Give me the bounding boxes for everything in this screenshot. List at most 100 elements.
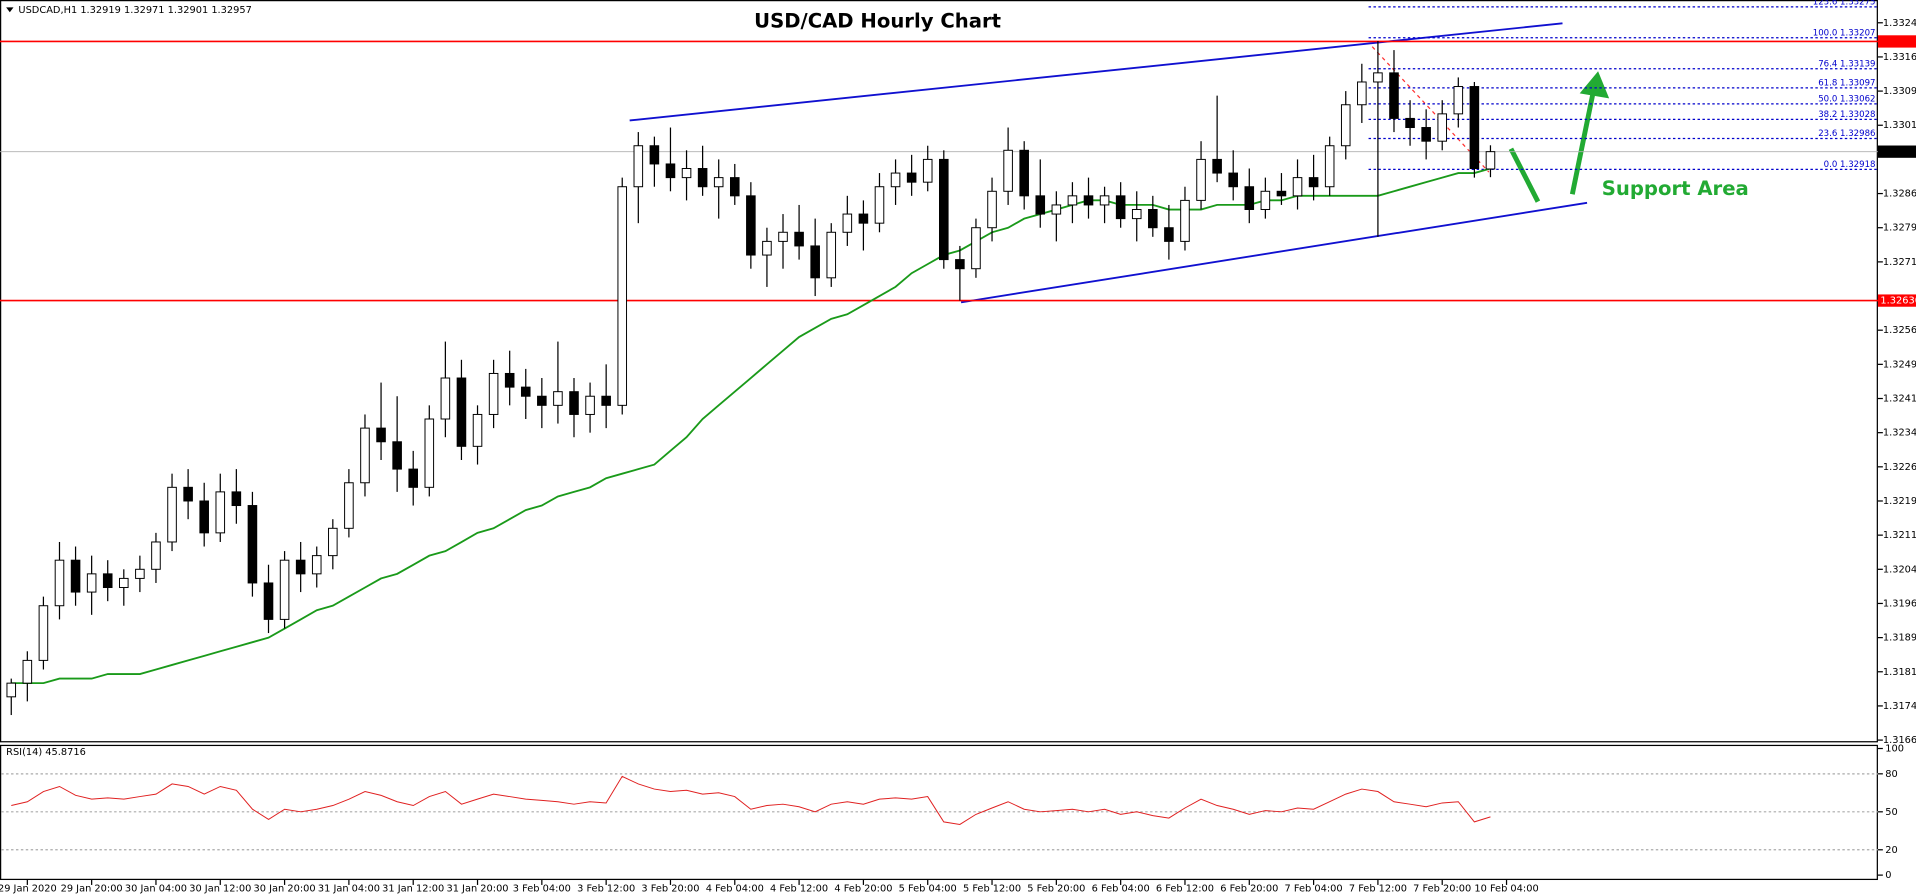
candle-body xyxy=(360,427,370,484)
candle-body xyxy=(778,231,788,242)
candle-body xyxy=(987,190,997,229)
candle-body xyxy=(392,441,402,470)
x-tick-label: 31 Jan 04:00 xyxy=(318,884,380,895)
chart-title: USD/CAD Hourly Chart xyxy=(754,10,1001,33)
fib-label: 61.8 1.33097 xyxy=(1818,78,1875,88)
candle-body xyxy=(1228,172,1238,188)
annotation: Support Area xyxy=(1602,177,1749,200)
candle-body xyxy=(472,413,483,447)
channel-upper xyxy=(629,22,1563,122)
candle-body xyxy=(1389,72,1399,119)
x-tick-label: 4 Feb 20:00 xyxy=(834,884,892,895)
candle-body xyxy=(1212,158,1222,174)
candle-body xyxy=(183,486,193,502)
x-tick-label: 7 Feb 12:00 xyxy=(1349,884,1407,895)
candle-body xyxy=(1373,72,1383,83)
candle-body xyxy=(488,372,499,415)
candle-body xyxy=(955,259,965,270)
candle-body xyxy=(1308,177,1319,188)
main-frame xyxy=(0,0,1878,743)
x-tick-label: 4 Feb 04:00 xyxy=(706,884,764,895)
candle-body xyxy=(939,158,949,261)
fib-label: 123.6 1.33275 xyxy=(1813,0,1876,7)
y-tick-label: 1.31965 xyxy=(1883,598,1916,609)
candle-body xyxy=(729,177,740,197)
x-tick-label: 29 Jan 2020 xyxy=(0,884,57,895)
x-tick-label: 7 Feb 04:00 xyxy=(1285,884,1343,895)
x-tick-label: 3 Feb 04:00 xyxy=(513,884,571,895)
candle-body xyxy=(1196,158,1206,201)
candle-body xyxy=(456,377,467,447)
candle-body xyxy=(810,245,820,279)
candle-body xyxy=(376,427,386,443)
candle-body xyxy=(794,231,804,247)
candle-body xyxy=(135,568,145,579)
header: USDCAD,H1 1.32919 1.32971 1.32901 1.3295… xyxy=(18,5,251,16)
x-tick-label: 3 Feb 20:00 xyxy=(641,884,699,895)
candle-body xyxy=(1324,145,1335,188)
level-box xyxy=(1877,35,1916,48)
x-tick-label: 3 Feb 12:00 xyxy=(577,884,635,895)
rsi-label: RSI(14) 45.8716 xyxy=(6,747,86,758)
y-tick-label: 1.32415 xyxy=(1883,394,1916,405)
candle-body xyxy=(713,177,724,188)
candle-body xyxy=(231,491,242,507)
candle-body xyxy=(1469,86,1480,170)
channel-lower xyxy=(960,201,1588,304)
x-tick-label: 6 Feb 04:00 xyxy=(1092,884,1150,895)
candle-body xyxy=(22,659,33,684)
candle-body xyxy=(279,559,290,620)
rsi-tick-label: 50 xyxy=(1885,807,1897,818)
candle-body xyxy=(681,168,692,179)
candle-body xyxy=(1485,151,1496,170)
candle-body xyxy=(1083,195,1094,206)
up-arrow xyxy=(1569,91,1596,195)
down-arrow xyxy=(1508,147,1541,203)
y-tick-label: 1.31665 xyxy=(1883,735,1916,746)
rsi-line xyxy=(11,775,1491,825)
candle-body xyxy=(1244,186,1255,210)
fib-label: 0.0 1.32918 xyxy=(1824,160,1876,170)
candle-body xyxy=(1115,195,1126,220)
candle-body xyxy=(86,573,97,593)
candle-body xyxy=(54,559,65,607)
candle-body xyxy=(167,486,177,543)
candle-body xyxy=(1035,195,1046,215)
candle-body xyxy=(263,582,274,620)
y-tick-label: 1.31890 xyxy=(1883,633,1916,644)
candle-body xyxy=(1067,195,1078,206)
header-icon xyxy=(6,7,14,13)
y-tick-label: 1.32115 xyxy=(1883,530,1916,541)
fib-label: 38.2 1.33028 xyxy=(1818,110,1875,120)
candle-body xyxy=(408,468,419,488)
candle-body xyxy=(504,372,515,388)
up-arrow-head xyxy=(1579,71,1610,99)
y-tick-label: 1.32565 xyxy=(1883,325,1916,336)
candle-body xyxy=(520,386,531,397)
candle-body xyxy=(617,186,628,406)
x-tick-label: 30 Jan 12:00 xyxy=(189,884,251,895)
level-box xyxy=(1877,294,1916,307)
y-tick-label: 1.32190 xyxy=(1883,496,1916,507)
candle-body xyxy=(553,391,563,406)
candle-body xyxy=(1453,86,1464,115)
candle-body xyxy=(906,172,917,183)
fib-label: 50.0 1.33062 xyxy=(1818,94,1875,104)
moving-average xyxy=(11,167,1491,685)
candle-body xyxy=(1340,104,1351,147)
candle-body xyxy=(1131,209,1142,220)
x-tick-label: 31 Jan 20:00 xyxy=(446,884,508,895)
fib-label: 100.0 1.33207 xyxy=(1813,28,1876,38)
candle-body xyxy=(585,395,595,415)
fib-label: 23.6 1.32986 xyxy=(1818,129,1875,139)
candle-body xyxy=(38,605,49,661)
y-tick-label: 1.31815 xyxy=(1883,667,1916,678)
candle-body xyxy=(215,491,226,534)
y-tick-label: 1.33165 xyxy=(1883,52,1916,63)
x-tick-label: 30 Jan 20:00 xyxy=(254,884,316,895)
y-tick-label: 1.32265 xyxy=(1883,462,1916,473)
candle-body xyxy=(537,395,547,406)
y-tick-label: 1.33090 xyxy=(1883,86,1916,97)
fib-label: 76.4 1.33139 xyxy=(1818,59,1875,69)
